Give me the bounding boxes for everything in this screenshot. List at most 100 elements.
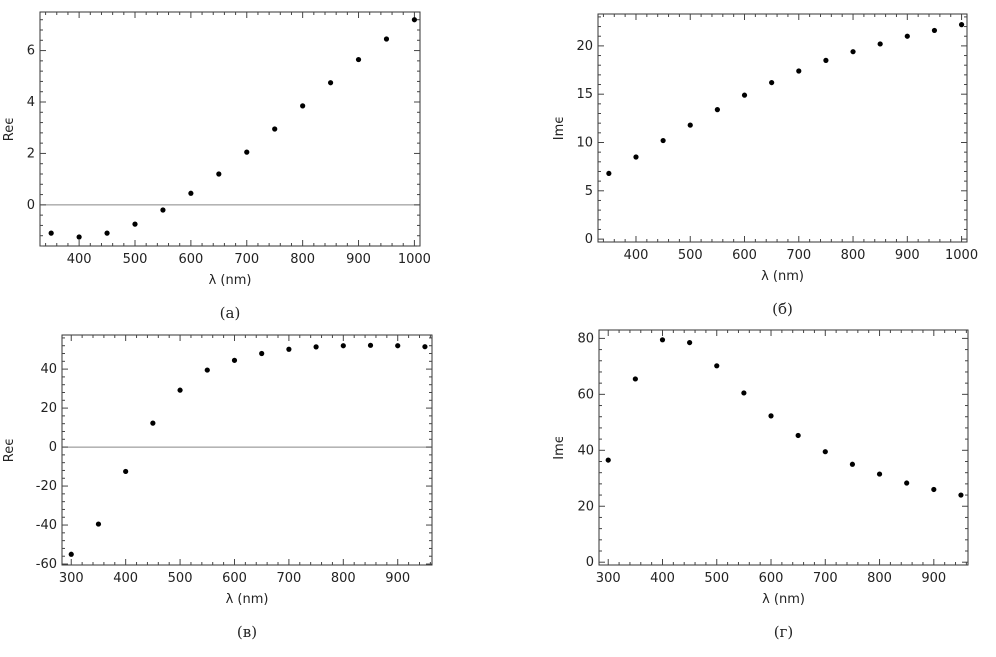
data-point [327, 80, 334, 86]
y-tick-label: 15 [576, 87, 593, 102]
data-point [48, 230, 54, 236]
x-tick-label: 600 [732, 248, 757, 263]
x-tick-label: 1000 [945, 248, 978, 263]
data-point [931, 486, 937, 493]
data-point [876, 471, 883, 477]
y-tick-label: 80 [577, 331, 594, 346]
x-tick-label: 700 [786, 248, 811, 263]
y-tick-label: 6 [27, 44, 35, 59]
x-tick-label: 700 [276, 571, 301, 586]
data-point [272, 126, 278, 132]
data-point [231, 357, 238, 363]
data-point [383, 36, 390, 42]
data-point [204, 367, 210, 373]
data-point [313, 344, 319, 350]
y-tick-label: 0 [27, 198, 35, 213]
x-tick-label: 400 [624, 248, 649, 263]
x-tick-label: 400 [113, 571, 138, 586]
data-point [605, 457, 611, 463]
plot-frame [39, 11, 421, 247]
data-point [177, 387, 183, 393]
data-point [104, 230, 110, 236]
y-tick-label: -20 [36, 479, 57, 494]
x-axis-title: λ (nm) [761, 269, 804, 284]
x-tick-label: 800 [841, 248, 866, 263]
data-point [286, 346, 292, 352]
data-point [958, 492, 964, 498]
panel-label: (а) [220, 304, 241, 322]
chart-panel-4: 300 400 500 600 700 800 900 0 20 40 60 80 λ (nm) Imϵ (… [552, 329, 969, 641]
y-axis-title: Imϵ [552, 116, 567, 141]
x-tick-label: 800 [331, 571, 356, 586]
data-point [931, 27, 938, 34]
data-point [606, 170, 612, 177]
x-tick-label: 900 [895, 248, 920, 263]
data-point [68, 551, 74, 557]
x-tick-label: 600 [759, 571, 784, 586]
data-point [422, 344, 428, 350]
y-axis-title: Reϵ [2, 117, 17, 141]
data-point [714, 107, 720, 113]
x-tick-label: 300 [596, 571, 621, 586]
plot-frame [597, 13, 968, 243]
x-tick-label: 600 [178, 252, 203, 267]
y-tick-label: -40 [36, 518, 57, 533]
x-tick-label: 700 [234, 252, 259, 267]
y-tick-label: 5 [585, 184, 593, 199]
y-tick-label: 4 [27, 95, 35, 110]
data-point [660, 137, 666, 144]
chart-panel-3: 300 400 500 600 700 800 900 -60 -40 -20 0 20 40 λ (nm… [2, 334, 433, 641]
x-tick-label: 400 [67, 252, 92, 267]
y-tick-label: 0 [586, 555, 594, 570]
data-point [796, 68, 802, 74]
y-axis-title: Imϵ [552, 435, 567, 460]
data-point [769, 79, 775, 86]
y-tick-label: 0 [49, 440, 57, 455]
panel-label: (г) [774, 623, 794, 641]
data-point [714, 363, 720, 369]
data-point [768, 413, 774, 419]
data-point [340, 343, 346, 349]
data-point [160, 207, 166, 213]
data-point [659, 337, 666, 343]
data-point [877, 41, 883, 47]
data-point [395, 343, 401, 349]
y-tick-label: 2 [27, 146, 35, 161]
data-point [132, 221, 138, 227]
data-point [300, 103, 306, 109]
data-point [741, 390, 747, 396]
panel-label: (в) [237, 623, 257, 641]
x-tick-label: 900 [385, 571, 410, 586]
data-point [741, 92, 748, 98]
y-tick-label: 60 [577, 387, 594, 402]
chart-panel-2: 400 500 600 700 800 900 1000 0 5 10 15 20 λ (nm) Imϵ (… [552, 13, 978, 318]
y-tick-label: 10 [576, 135, 593, 150]
data-point [188, 190, 194, 196]
data-point [123, 468, 129, 475]
y-tick-label: 20 [576, 39, 593, 54]
x-tick-label: 900 [921, 571, 946, 586]
x-axis-title: λ (nm) [226, 592, 269, 607]
data-point [822, 449, 828, 455]
y-tick-label: 40 [40, 362, 57, 377]
data-point [411, 17, 418, 23]
data-point [355, 56, 362, 63]
data-point [259, 350, 265, 357]
x-tick-label: 500 [678, 248, 703, 263]
x-tick-label: 800 [290, 252, 315, 267]
data-point [244, 149, 250, 155]
x-tick-label: 900 [346, 252, 371, 267]
x-tick-label: 700 [813, 571, 838, 586]
data-point [633, 154, 639, 160]
y-tick-label: 40 [577, 443, 594, 458]
data-point [904, 33, 910, 39]
data-point [216, 171, 222, 177]
data-point [795, 432, 801, 439]
data-point [76, 234, 82, 240]
plot-frame [61, 334, 433, 566]
x-tick-label: 1000 [398, 252, 431, 267]
x-axis-title: λ (nm) [762, 592, 805, 607]
y-tick-label: 20 [40, 401, 57, 416]
data-point [687, 339, 693, 346]
